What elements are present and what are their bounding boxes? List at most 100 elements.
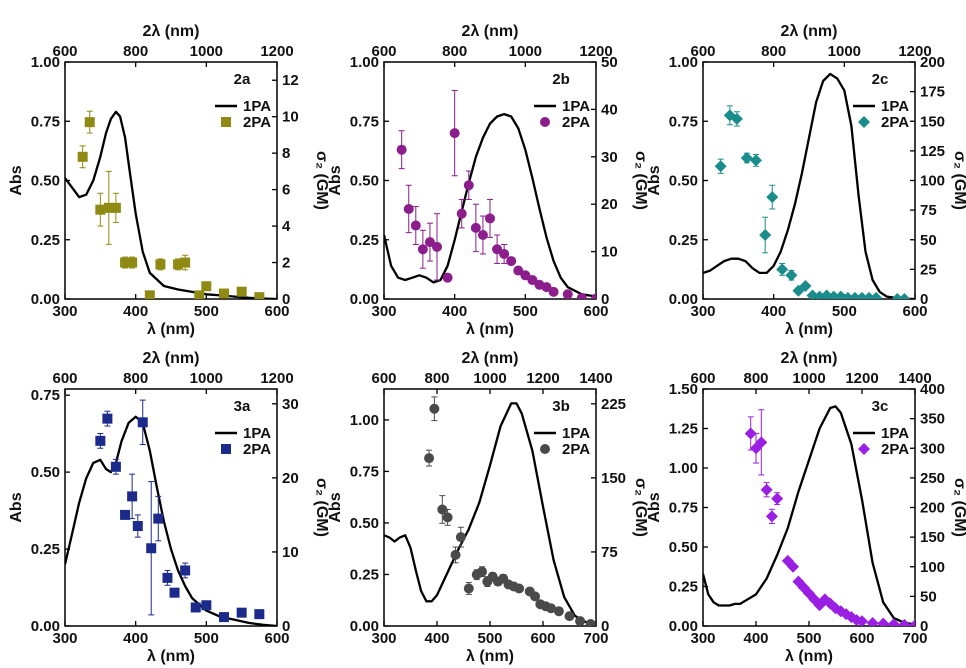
legend-label-1pa: 1PA [881, 425, 909, 442]
y2-tick-label: 50 [920, 588, 937, 605]
legend-label-2pa: 2PA [243, 441, 271, 458]
y2-tick-label: 30 [601, 149, 618, 166]
twopa-point [898, 618, 911, 626]
x-tick-label: 500 [832, 303, 857, 320]
twopa-point [750, 154, 762, 167]
twopa-point [499, 248, 510, 259]
top-x-tick-label: 800 [442, 43, 467, 60]
y-tick-label: 0.50 [350, 173, 379, 190]
legend-label-2pa: 2PA [881, 441, 909, 458]
x-tick-label: 700 [902, 630, 927, 647]
x-tick-label: 500 [477, 630, 502, 647]
panel-3b: 300 400 500 600 700 600 800 1000 1200 1400 0.00 0.2… [327, 350, 649, 665]
twopa-point [132, 521, 143, 532]
twopa-point [870, 291, 883, 299]
y2-tick-label: 350 [920, 411, 945, 428]
y2-tick-label: 125 [920, 143, 945, 160]
twopa-point [463, 180, 474, 191]
panel-2a: 300 400 500 600 600 800 1000 1200 0.00 0.25 0.50 0.… [8, 23, 330, 338]
y-tick-label: 0.25 [669, 232, 698, 249]
top-x-tick-label: 800 [424, 370, 449, 387]
y2-tick-label: 40 [601, 101, 618, 118]
y2-tick-label: 175 [920, 84, 945, 101]
x-tick-label: 600 [583, 303, 608, 320]
twopa-point [127, 257, 138, 268]
y2-tick-label: 200 [920, 54, 945, 71]
x-tick-label: 400 [123, 630, 148, 647]
twopa-point [477, 230, 488, 241]
top-x-tick-label: 1000 [190, 43, 223, 60]
y2-tick-label: 0 [282, 291, 290, 308]
twopa-point [766, 191, 779, 204]
y2-tick-label: 225 [601, 396, 626, 413]
twopa-point [410, 220, 421, 231]
twopa-point [254, 292, 265, 299]
y2-tick-label: 50 [601, 54, 618, 71]
twopa-point [110, 461, 121, 472]
x-tick-label: 500 [194, 630, 219, 647]
legend-marker-swatch [540, 444, 550, 454]
y2-tick-label: 300 [920, 440, 945, 457]
y2-tick-label: 0 [601, 291, 609, 308]
twopa-point [236, 286, 247, 297]
x-axis-title: λ (nm) [785, 321, 833, 338]
twopa-point [520, 270, 531, 281]
top-x-tick-label: 1200 [526, 370, 559, 387]
twopa-point [137, 417, 148, 428]
twopa-point [856, 615, 868, 626]
x-tick-label: 600 [264, 630, 289, 647]
x-tick-label: 300 [690, 303, 715, 320]
y-tick-label: 0.25 [350, 232, 379, 249]
abs-1pa-line [703, 72, 915, 299]
top-x-axis-title: 2λ (nm) [143, 350, 200, 367]
twopa-point [201, 600, 212, 611]
legend-marker-swatch [858, 116, 870, 128]
y-tick-label: 1.00 [669, 460, 698, 477]
twopa-point [173, 259, 184, 270]
top-x-tick-label: 1400 [898, 370, 931, 387]
twopa-point [450, 549, 461, 560]
x-tick-label: 400 [743, 630, 768, 647]
legend-label-1pa: 1PA [562, 425, 590, 442]
y-tick-label: 0.00 [350, 618, 379, 635]
y2-axis-title: σ₂ (GM) [632, 151, 649, 210]
top-x-tick-label: 1400 [579, 370, 612, 387]
twopa-point [740, 151, 753, 164]
y2-tick-label: 20 [601, 196, 618, 213]
y-tick-label: 0.75 [669, 113, 698, 130]
twopa-point [254, 609, 265, 620]
twopa-point [787, 560, 800, 573]
y-tick-label: 1.25 [669, 421, 698, 438]
y-tick-label: 0.25 [350, 566, 379, 583]
twopa-point [575, 616, 586, 626]
twopa-point [744, 427, 757, 440]
top-x-tick-label: 600 [690, 43, 715, 60]
twopa-point [162, 572, 173, 583]
twopa-point [470, 222, 481, 233]
twopa-point [909, 619, 915, 626]
x-axis-title: λ (nm) [147, 648, 195, 665]
y-axis-title: Abs [8, 165, 25, 195]
y2-tick-label: 100 [920, 559, 945, 576]
twopa-point [155, 259, 166, 270]
twopa-point [432, 241, 442, 252]
twopa-point [169, 587, 180, 598]
twopa-point [576, 293, 587, 299]
y-tick-label: 0.00 [31, 618, 60, 635]
top-x-tick-label: 600 [690, 370, 715, 387]
y2-tick-label: 6 [282, 182, 290, 199]
legend-marker-swatch [221, 444, 231, 454]
y2-axis-title: σ₂ (GM) [632, 478, 649, 537]
twopa-point [776, 263, 789, 276]
top-x-tick-label: 1000 [473, 370, 506, 387]
y2-tick-label: 75 [601, 544, 618, 561]
twopa-point [799, 279, 812, 292]
twopa-point [463, 583, 474, 594]
twopa-point [527, 275, 538, 286]
y2-tick-label: 0 [601, 618, 609, 635]
y2-tick-label: 2 [282, 255, 290, 272]
top-x-tick-label: 1200 [260, 43, 293, 60]
top-x-tick-label: 1000 [509, 43, 542, 60]
